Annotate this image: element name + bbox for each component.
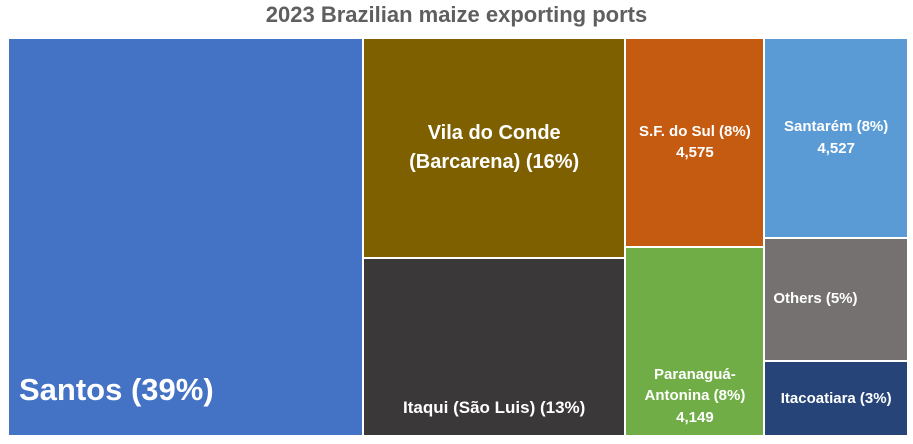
tile-label: Others (5%)	[773, 290, 858, 308]
tile-label: Itacoatiara (3%)	[780, 389, 892, 407]
treemap-tile: Santos (39%)	[8, 38, 363, 436]
tile-label: Santos (39%)	[19, 372, 214, 408]
plot-area: Santos (39%) Vila do Conde (Barcarena) (1…	[8, 38, 908, 436]
treemap-tile: Others (5%)	[764, 237, 908, 362]
treemap-tile: Itaqui (São Luis) (13%)	[362, 257, 626, 436]
tile-label: Itaqui (São Luis) (13%)	[403, 398, 586, 418]
tile-label: Paranaguá- Antonina (8%)	[644, 365, 746, 405]
value-label: 4,575	[676, 144, 714, 162]
tile-label: S.F. do Sul (8%)	[639, 122, 751, 140]
treemap-tile: Santarém (8%) 4,527	[764, 38, 908, 238]
chart-title: 2023 Brazilian maize exporting ports	[265, 2, 648, 27]
treemap-tile: S.F. do Sul (8%) 4,575	[625, 38, 765, 247]
treemap-tile: Itacoatiara (3%)	[764, 361, 908, 436]
value-label: 4,527	[817, 139, 855, 157]
treemap-tile: Paranaguá- Antonina (8%) 4,149	[625, 246, 765, 436]
tile-label: Vila do Conde (Barcarena) (16%)	[409, 121, 580, 173]
tile-label: Santarém (8%)	[784, 118, 889, 136]
value-label: 4,149	[676, 409, 714, 427]
treemap-tile: Vila do Conde (Barcarena) (16%)	[362, 38, 626, 258]
